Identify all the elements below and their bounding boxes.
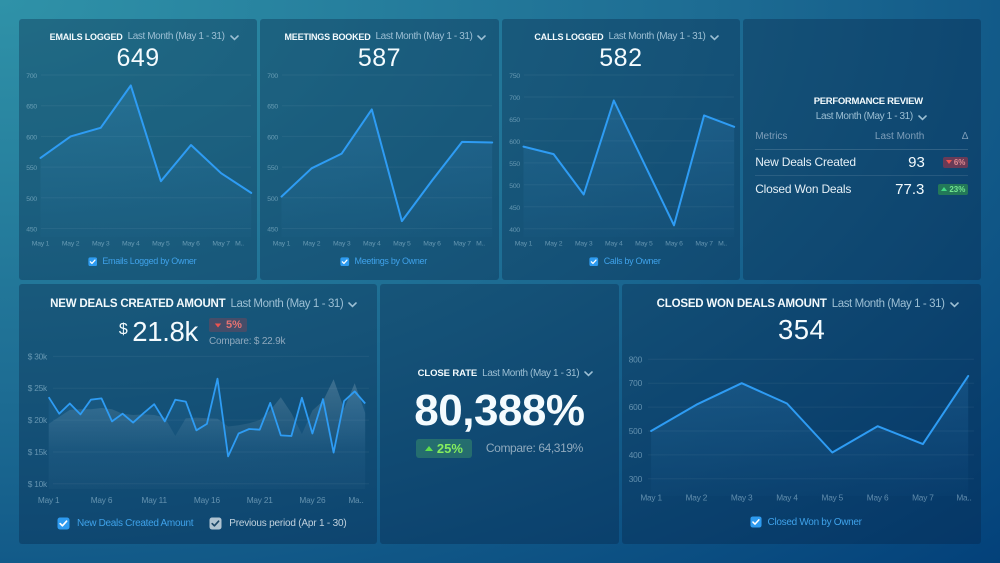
svg-text:500: 500: [629, 426, 643, 436]
svg-text:600: 600: [629, 402, 643, 412]
svg-text:600: 600: [268, 134, 279, 141]
svg-text:May 1: May 1: [273, 240, 291, 247]
svg-text:May 21: May 21: [247, 495, 274, 505]
svg-text:May 4: May 4: [605, 240, 623, 247]
svg-text:May 2: May 2: [545, 240, 563, 247]
svg-text:May 16: May 16: [194, 495, 221, 505]
svg-text:May 1: May 1: [32, 240, 50, 247]
svg-text:700: 700: [268, 73, 279, 80]
svg-text:May 2: May 2: [686, 492, 708, 502]
svg-text:Ma..: Ma..: [348, 495, 363, 505]
svg-text:May 6: May 6: [665, 240, 683, 247]
svg-text:May 7: May 7: [212, 240, 230, 247]
svg-text:May 11: May 11: [142, 495, 168, 505]
svg-text:700: 700: [629, 378, 643, 388]
svg-text:May 6: May 6: [867, 492, 889, 502]
svg-text:400: 400: [629, 449, 643, 459]
svg-text:450: 450: [509, 205, 520, 212]
svg-text:May 7: May 7: [695, 240, 713, 247]
svg-text:May 4: May 4: [363, 240, 381, 247]
svg-text:800: 800: [629, 354, 643, 364]
svg-text:May 2: May 2: [303, 240, 321, 247]
svg-text:May 5: May 5: [822, 492, 844, 502]
svg-text:May 3: May 3: [575, 240, 593, 247]
svg-text:May 5: May 5: [394, 240, 412, 247]
svg-text:May 26: May 26: [299, 495, 326, 505]
svg-text:300: 300: [629, 473, 643, 483]
svg-text:May 4: May 4: [777, 492, 799, 502]
svg-text:700: 700: [509, 95, 520, 102]
svg-text:May 7: May 7: [454, 240, 472, 247]
svg-text:500: 500: [509, 183, 520, 190]
svg-text:May 3: May 3: [92, 240, 110, 247]
svg-text:May 4: May 4: [122, 240, 140, 247]
svg-text:600: 600: [26, 134, 37, 141]
svg-text:May 1: May 1: [515, 240, 533, 247]
svg-text:600: 600: [509, 139, 520, 146]
svg-text:650: 650: [26, 104, 37, 111]
svg-text:$ 20k: $ 20k: [28, 415, 48, 425]
svg-text:550: 550: [268, 165, 279, 172]
svg-text:$ 15k: $ 15k: [28, 447, 48, 457]
svg-text:M..: M..: [476, 240, 485, 247]
svg-text:May 1: May 1: [641, 492, 663, 502]
svg-text:$ 10k: $ 10k: [28, 478, 48, 488]
svg-text:$ 25k: $ 25k: [28, 383, 48, 393]
svg-text:750: 750: [509, 73, 520, 80]
svg-text:May 5: May 5: [152, 240, 170, 247]
svg-text:May 6: May 6: [91, 495, 113, 505]
svg-text:Ma..: Ma..: [957, 492, 972, 502]
svg-text:May 2: May 2: [62, 240, 80, 247]
svg-text:May 7: May 7: [912, 492, 934, 502]
svg-text:650: 650: [268, 104, 279, 111]
svg-text:500: 500: [26, 196, 37, 203]
svg-text:May 3: May 3: [333, 240, 351, 247]
svg-text:M..: M..: [718, 240, 727, 247]
svg-text:May 5: May 5: [635, 240, 653, 247]
svg-text:700: 700: [26, 73, 37, 80]
svg-text:May 1: May 1: [38, 495, 60, 505]
svg-text:$ 30k: $ 30k: [28, 351, 48, 361]
svg-text:May 6: May 6: [182, 240, 200, 247]
svg-text:M..: M..: [235, 240, 244, 247]
svg-text:550: 550: [509, 161, 520, 168]
svg-text:450: 450: [26, 226, 37, 233]
svg-text:May 3: May 3: [731, 492, 753, 502]
svg-text:May 6: May 6: [424, 240, 442, 247]
svg-text:450: 450: [268, 226, 279, 233]
svg-text:400: 400: [509, 227, 520, 234]
svg-text:650: 650: [509, 117, 520, 124]
svg-text:500: 500: [268, 196, 279, 203]
svg-text:550: 550: [26, 165, 37, 172]
